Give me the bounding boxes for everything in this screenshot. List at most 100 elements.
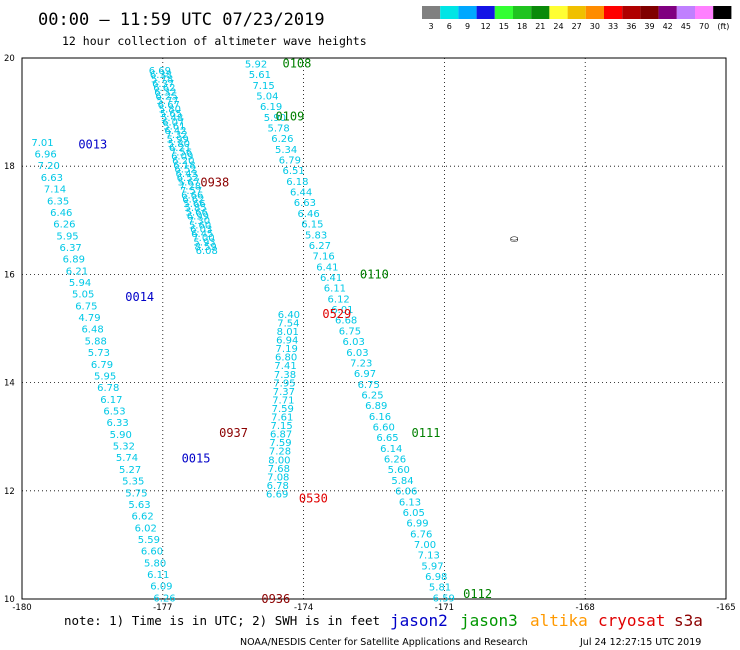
wave-height-value: 6.32 bbox=[154, 87, 176, 98]
satellite-legend-jason3: jason3 bbox=[460, 611, 518, 630]
wave-height-value: 6.01 bbox=[331, 305, 353, 316]
wave-height-value: 6.15 bbox=[301, 220, 323, 231]
legend-value: 15 bbox=[499, 22, 509, 31]
legend-value: 30 bbox=[590, 22, 600, 31]
pass-time-label: 0938 bbox=[200, 175, 229, 189]
map-frame bbox=[21, 57, 727, 600]
wave-height-value: 6.52 bbox=[174, 165, 196, 176]
wave-height-value: 7.08 bbox=[267, 472, 289, 483]
wave-height-value: 5.74 bbox=[116, 453, 138, 464]
lon-tick-label: -177 bbox=[153, 603, 172, 613]
wave-height-value: 6.19 bbox=[260, 102, 282, 113]
lon-tick-label: -168 bbox=[576, 603, 595, 613]
satellite-legend-jason2: jason2 bbox=[390, 611, 448, 630]
wave-height-value: 7.19 bbox=[276, 344, 298, 355]
lat-tick-label: 18 bbox=[4, 162, 15, 172]
wave-height-value: 7.14 bbox=[44, 185, 66, 196]
wave-height-value: 6.14 bbox=[380, 444, 402, 455]
island-marker: ⛀ bbox=[510, 234, 518, 245]
lon-tick-label: -174 bbox=[294, 603, 313, 613]
wave-height-value: 7.61 bbox=[271, 413, 293, 424]
wave-height-value: 7.57 bbox=[180, 186, 202, 197]
legend-swatch bbox=[604, 6, 623, 19]
wave-height-value: 6.03 bbox=[190, 225, 212, 236]
wave-height-value: 6.27 bbox=[309, 241, 331, 252]
wave-height-value: 6.07 bbox=[162, 117, 184, 128]
wave-height-value: 6.25 bbox=[361, 390, 383, 401]
wave-height-value: 6.09 bbox=[171, 152, 193, 163]
legend-swatch bbox=[440, 6, 459, 19]
legend-value: 45 bbox=[681, 22, 691, 31]
lat-tick-label: 14 bbox=[4, 379, 15, 389]
wave-height-value: 5.73 bbox=[88, 348, 110, 359]
legend-swatch bbox=[676, 6, 695, 19]
pass-time-label: 0530 bbox=[299, 491, 328, 505]
wave-height-value: 6.79 bbox=[279, 156, 301, 167]
wave-height-value: 6.94 bbox=[276, 336, 298, 347]
wave-height-value: 6.62 bbox=[153, 83, 175, 94]
lat-tick-label: 20 bbox=[4, 54, 15, 64]
wave-height-value: 6.11 bbox=[324, 284, 346, 295]
wave-height-value: 6.33 bbox=[106, 418, 128, 429]
wave-height-value: 7.15 bbox=[252, 81, 274, 92]
wave-height-value: 5.90 bbox=[110, 430, 132, 441]
legend-value: 3 bbox=[429, 22, 434, 31]
wave-height-value: 5.88 bbox=[85, 336, 107, 347]
lat-tick-label: 10 bbox=[4, 595, 15, 605]
wave-height-value: 6.05 bbox=[403, 508, 425, 519]
wave-height-value: 6.13 bbox=[399, 497, 421, 508]
wave-height-value: 6.99 bbox=[406, 519, 428, 530]
wave-height-value: 7.54 bbox=[277, 318, 299, 329]
wave-height-value: 5.63 bbox=[128, 500, 150, 511]
wave-height-value: 6.17 bbox=[100, 395, 122, 406]
wave-height-value: 6.45 bbox=[191, 229, 213, 240]
wave-height-value: 5.04 bbox=[256, 91, 278, 102]
legend-value: 9 bbox=[465, 22, 470, 31]
wave-height-value: 5.99 bbox=[167, 135, 189, 146]
legend-swatch bbox=[695, 6, 714, 19]
lon-tick-label: -165 bbox=[716, 603, 735, 613]
wave-height-value: 6.60 bbox=[373, 423, 395, 434]
pass-time-label: 0529 bbox=[322, 307, 351, 321]
wave-height-value: 6.65 bbox=[376, 433, 398, 444]
wave-height-value: 6.46 bbox=[50, 208, 72, 219]
wave-height-value: 5.34 bbox=[275, 145, 297, 156]
pass-time-label: 0015 bbox=[182, 451, 211, 465]
wave-height-value: 6.26 bbox=[384, 455, 406, 466]
satellite-legend-altika: altika bbox=[530, 611, 588, 630]
wave-height-value: 6.38 bbox=[150, 70, 172, 81]
pass-time-labels: 0013 0014 0015 0108 0109 0110 0111 0112 0529 0530… bbox=[78, 56, 492, 606]
wave-height-value: 6.75 bbox=[358, 380, 380, 391]
wave-height-value: 5.80 bbox=[168, 139, 190, 150]
wave-height-value: 5.60 bbox=[189, 220, 211, 231]
wave-height-value: 6.80 bbox=[275, 353, 297, 364]
wave-height-value: 6.18 bbox=[173, 160, 195, 171]
wave-height-value: 6.78 bbox=[267, 481, 289, 492]
wave-height-value: 6.69 bbox=[266, 490, 288, 501]
legend-swatch bbox=[531, 6, 550, 19]
wave-height-value: 6.41 bbox=[316, 262, 338, 273]
wave-height-value: 6.67 bbox=[158, 100, 180, 111]
map-gridlines bbox=[22, 58, 726, 599]
wave-height-value: 6.43 bbox=[176, 169, 198, 180]
wave-height-value: 5.92 bbox=[245, 59, 267, 70]
pass-time-label: 0108 bbox=[282, 56, 311, 70]
wave-height-value: 6.79 bbox=[91, 360, 113, 371]
pass-time-label: 0014 bbox=[125, 290, 154, 304]
pass-time-label: 0109 bbox=[275, 109, 304, 123]
satellite-legend-s3a: s3a bbox=[674, 611, 703, 630]
wave-height-value: 7.28 bbox=[179, 182, 201, 193]
wave-height-value: 5.83 bbox=[305, 230, 327, 241]
wave-height-value: 6.78 bbox=[97, 383, 119, 394]
pass-time-label: 0937 bbox=[219, 426, 248, 440]
wave-height-value: 6.37 bbox=[60, 243, 82, 254]
wave-height-value: 6.51 bbox=[282, 166, 304, 177]
wave-height-value: 7.20 bbox=[38, 161, 60, 172]
wave-height-value: 5.80 bbox=[159, 105, 181, 116]
wave-height-value: 6.37 bbox=[152, 79, 174, 90]
wave-height-value: 7.16 bbox=[313, 252, 335, 263]
lon-tick-label: -180 bbox=[12, 603, 31, 613]
wave-height-value: 6.68 bbox=[335, 316, 357, 327]
wave-height-value: 6.48 bbox=[81, 325, 103, 336]
legend-value: 6 bbox=[447, 22, 452, 31]
